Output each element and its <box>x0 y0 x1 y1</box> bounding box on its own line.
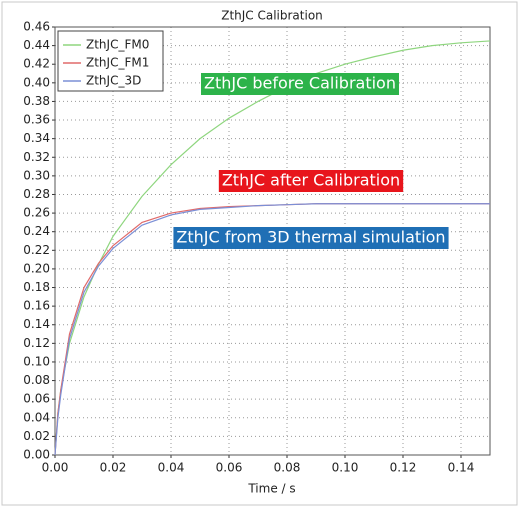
legend-label: ZthJC_FM0 <box>86 38 149 52</box>
y-tick-label: 0.12 <box>23 336 50 350</box>
y-tick-label: 0.22 <box>23 243 50 257</box>
y-tick-label: 0.06 <box>23 392 50 406</box>
annotation-text: ZthJC from 3D thermal simulation <box>176 228 445 247</box>
y-tick-label: 0.04 <box>23 410 50 424</box>
y-tick-label: 0.38 <box>23 94 50 108</box>
legend-label: ZthJC_FM1 <box>86 56 149 70</box>
series-line <box>54 40 491 456</box>
y-tick-label: 0.14 <box>23 317 50 331</box>
y-tick-label: 0.34 <box>23 131 50 145</box>
y-tick-label: 0.30 <box>23 168 50 182</box>
x-axis-label: Time / s <box>247 482 295 496</box>
y-tick-label: 0.18 <box>23 280 50 294</box>
annotation-text: ZthJC after Calibration <box>222 171 400 190</box>
y-tick-label: 0.32 <box>23 150 50 164</box>
legend: ZthJC_FM0 ZthJC_FM1 ZthJC_3D <box>57 30 164 92</box>
chart-title: ZthJC Calibration <box>221 9 323 23</box>
x-tick-label: 0.14 <box>448 461 475 475</box>
y-tick-label: 0.28 <box>23 187 50 201</box>
y-tick-label: 0.40 <box>23 75 50 89</box>
annotation: ZthJC before Calibration <box>201 73 399 95</box>
annotation-box <box>201 73 399 95</box>
plot-border <box>54 26 491 456</box>
x-tick-label: 0.12 <box>390 461 417 475</box>
y-tick-label: 0.10 <box>23 354 50 368</box>
x-tick-label: 0.10 <box>332 461 359 475</box>
y-tick-label: 0.00 <box>23 448 50 462</box>
annotation-box <box>218 170 404 192</box>
x-tick-label: 0.08 <box>274 461 301 475</box>
x-tick-label: 0.00 <box>42 461 69 475</box>
x-tick-label: 0.06 <box>216 461 243 475</box>
legend-label: ZthJC_3D <box>86 74 141 88</box>
y-tick-label: 0.42 <box>23 57 50 71</box>
annotation-text: ZthJC before Calibration <box>204 74 396 93</box>
y-tick-label: 0.20 <box>23 261 50 275</box>
y-tick-label: 0.26 <box>23 206 50 220</box>
y-tick-label: 0.02 <box>23 429 50 443</box>
annotation: ZthJC after Calibration <box>218 170 404 192</box>
y-tick-label: 0.46 <box>23 20 50 34</box>
series-line <box>54 203 490 456</box>
y-tick-label: 0.08 <box>23 373 50 387</box>
y-tick-label: 0.24 <box>23 224 50 238</box>
x-tick-label: 0.04 <box>158 461 185 475</box>
annotation: ZthJC from 3D thermal simulation <box>173 227 449 249</box>
y-tick-label: 0.16 <box>23 299 50 313</box>
x-tick-label: 0.02 <box>100 461 127 475</box>
annotation-box <box>173 227 449 249</box>
y-tick-label: 0.36 <box>23 113 50 127</box>
y-tick-label: 0.44 <box>23 38 50 52</box>
